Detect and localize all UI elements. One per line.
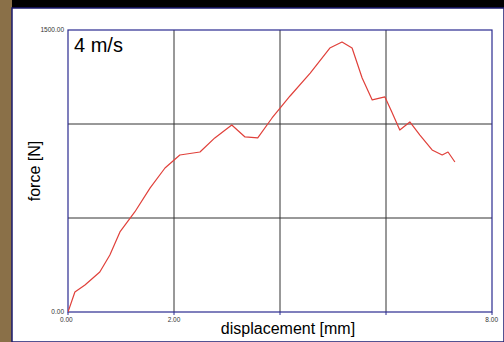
outer-frame — [12, 8, 504, 342]
plot-frame — [68, 30, 492, 312]
x-tick — [174, 312, 175, 315]
x-tick-label: 2.00 — [168, 316, 181, 323]
y-tick-label: 1500.00 — [41, 26, 65, 33]
y-axis-label: force [N] — [26, 141, 43, 201]
force-curve — [68, 42, 455, 312]
x-grid-line — [280, 30, 281, 312]
x-axis-label: displacement [mm] — [221, 320, 355, 337]
x-tick — [68, 312, 69, 315]
x-grid-line — [386, 30, 387, 312]
background — [0, 0, 504, 342]
annotation: 4 m/s — [74, 34, 123, 56]
top-band — [0, 0, 504, 8]
x-tick-label: 0.00 — [60, 316, 73, 323]
y-grid-line — [68, 124, 492, 125]
x-label-backdrop — [213, 315, 363, 340]
x-tick — [280, 312, 281, 315]
x-grid-line — [174, 30, 175, 312]
series — [68, 42, 455, 312]
x-tick — [492, 312, 493, 315]
photo-edge — [0, 0, 12, 342]
y-tick-label: 0.00 — [51, 308, 64, 315]
grid — [68, 30, 492, 312]
x-tick — [386, 312, 387, 315]
chart: 0.00 2.00 8.00 0.00 1500.00 4 m/s displacement… — [0, 0, 504, 342]
x-tick-label: 8.00 — [485, 316, 498, 323]
y-grid-line — [68, 218, 492, 219]
